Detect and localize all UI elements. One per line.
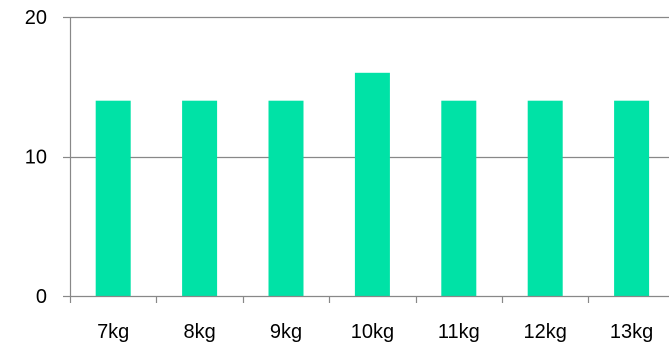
x-tick-label: 8kg <box>183 321 215 343</box>
bars <box>95 72 650 296</box>
x-tick-label: 7kg <box>97 321 129 343</box>
x-tick-label: 10kg <box>351 321 394 343</box>
bar-11kg <box>441 100 477 296</box>
bar-12kg <box>527 100 563 296</box>
x-tick-label: 11kg <box>438 321 480 343</box>
bar-8kg <box>182 100 218 296</box>
y-tick-label: 10 <box>25 147 47 169</box>
bar-13kg <box>614 100 650 296</box>
bar-10kg <box>354 72 390 296</box>
tick-labels: 0 10 20 7kg 8kg 9kg 10kg 11kg 12kg 13kg <box>25 7 654 343</box>
y-tick-label: 20 <box>25 7 47 29</box>
y-tick-label: 0 <box>36 286 47 308</box>
bar-7kg <box>95 100 131 296</box>
bar-9kg <box>268 100 304 296</box>
x-tick-label: 9kg <box>270 321 302 343</box>
x-tick-label: 12kg <box>524 321 567 343</box>
axes <box>63 16 669 303</box>
x-tick-label: 13kg <box>610 321 653 343</box>
